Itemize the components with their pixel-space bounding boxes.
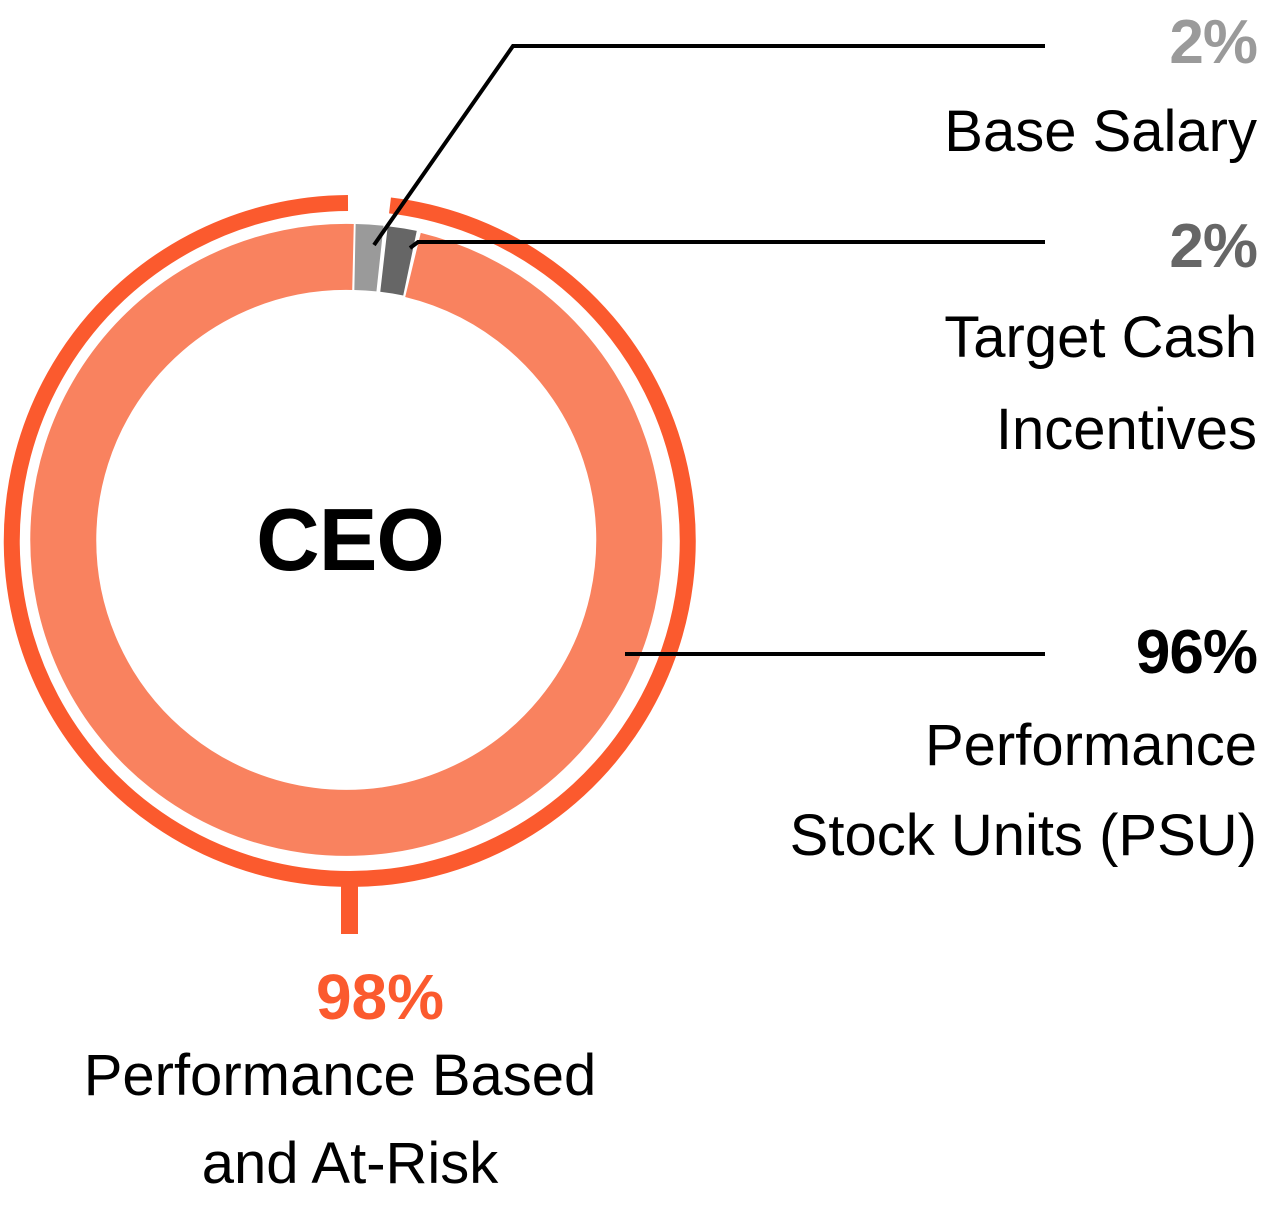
at-risk-outer-ring (3, 195, 696, 887)
slice-target-cash (379, 226, 417, 296)
leader-line-base-salary (372, 44, 1045, 247)
leader-line-target-cash (408, 240, 1045, 250)
base-salary-label: Base Salary (944, 99, 1257, 164)
at-risk-label-line1: Performance Based (83, 1043, 597, 1108)
psu-label-line2: Stock Units (PSU) (789, 803, 1257, 868)
at-risk-stem (341, 880, 358, 934)
at-risk-label-line2: and At-Risk (201, 1131, 499, 1196)
target-cash-label-line1: Target Cash (944, 305, 1257, 370)
target-cash-pct: 2% (1169, 212, 1258, 281)
slice-psu (30, 223, 663, 856)
base-salary-pct: 2% (1169, 8, 1258, 77)
center-label: CEO (256, 490, 445, 589)
at-risk-pct: 98% (315, 961, 445, 1033)
psu-label-line1: Performance (924, 713, 1257, 778)
slice-base-salary (354, 224, 384, 292)
at-risk-summary: 98% Performance Based and At-Risk (0, 962, 700, 1208)
target-cash-label-line2: Incentives (995, 397, 1257, 462)
psu-pct: 96% (1135, 618, 1258, 687)
